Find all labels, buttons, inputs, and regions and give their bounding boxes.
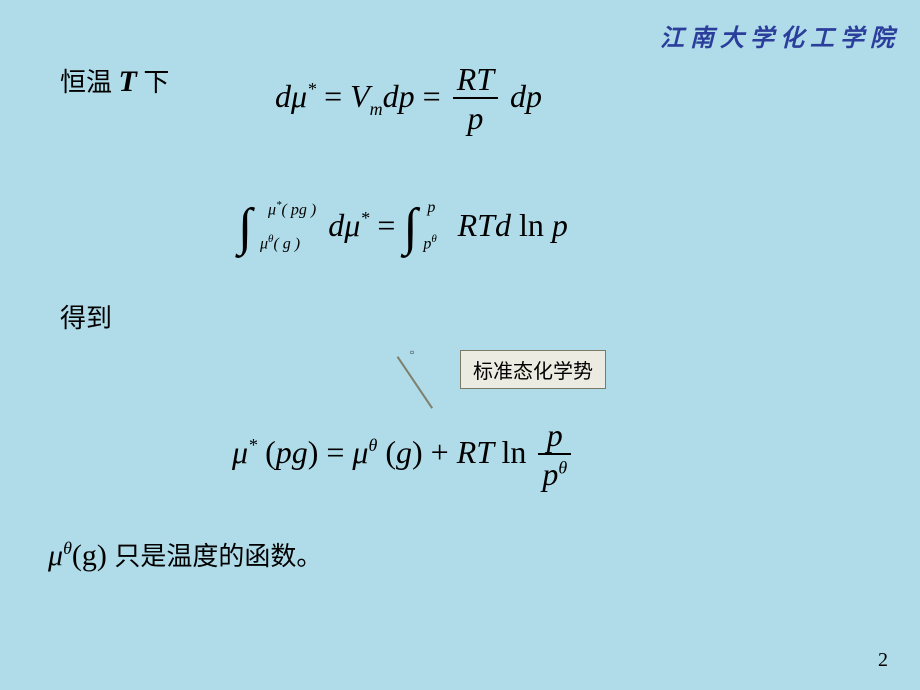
line3-mu: μ — [48, 539, 63, 572]
line1-post: 下 — [143, 68, 169, 97]
eq1-dp2: dp — [510, 78, 542, 114]
institution-logo: 江南大学化工学院 — [660, 18, 900, 53]
callout-label: 标准态化学势 — [473, 361, 593, 383]
eq2-int1-lower: μθ( g ) — [260, 233, 300, 253]
eq1-T: T — [476, 61, 494, 97]
eq2-star: * — [360, 208, 369, 228]
line3-theta: θ — [63, 538, 72, 558]
eq1-R: R — [457, 61, 477, 97]
equation-2: ∫ μ*( pg ) μθ( g ) dμ* = ∫ p pθ RTd ln p — [238, 205, 568, 252]
callout-anchor: ▫ — [410, 345, 414, 360]
eq3-eq: = — [326, 434, 352, 470]
eq1-dp: dp — [383, 78, 415, 114]
line1-text: 恒温 T 下 — [60, 62, 169, 99]
page-number: 2 — [878, 649, 888, 672]
eq1-eq2: = — [423, 78, 449, 114]
eq3-lp2: ( — [385, 434, 396, 470]
eq3-th-den: θ — [558, 458, 567, 478]
eq2-eq: = — [377, 207, 403, 243]
eq1-p: p — [467, 100, 483, 136]
line1-pre: 恒温 — [60, 68, 112, 97]
eq2-lo2-th: θ — [431, 233, 436, 245]
eq1-mu: μ — [291, 78, 307, 114]
eq2-up-pg: ( pg ) — [282, 201, 317, 218]
line3-text: μθ(g) 只是温度的函数。 — [48, 536, 322, 573]
line3-g: (g) — [72, 539, 107, 572]
eq1-V: V — [350, 78, 370, 114]
eq3-rp2: ) — [412, 434, 423, 470]
callout-box: 标准态化学势 — [460, 350, 606, 389]
eq1-frac: RT p — [453, 62, 498, 138]
eq2-RTd: RTd — [458, 207, 511, 243]
callout-connector — [397, 356, 433, 409]
eq3-lp1: ( — [265, 434, 276, 470]
eq3-plus: + — [431, 434, 457, 470]
eq1-m: m — [370, 99, 383, 119]
eq2-int2-lower: pθ — [423, 233, 436, 253]
eq3-p-num: p — [547, 417, 563, 453]
eq2-int1-wrap: ∫ μ*( pg ) μθ( g ) — [238, 205, 252, 252]
line3-rest: 只是温度的函数。 — [114, 542, 322, 571]
equation-3: μ* (pg) = μθ (g) + RT ln p pθ — [232, 418, 575, 494]
eq3-theta: θ — [368, 435, 377, 455]
eq2-int2-wrap: ∫ p pθ — [403, 205, 417, 252]
eq3-mu1: μ — [232, 434, 248, 470]
equation-1: dμ* = Vmdp = RT p dp — [275, 62, 542, 138]
eq2-up2-p: p — [427, 199, 435, 216]
eq3-ln: ln — [501, 434, 534, 470]
eq3-pg: pg — [276, 434, 308, 470]
eq2-ln: ln — [519, 207, 552, 243]
eq2-int1-upper: μ*( pg ) — [268, 199, 316, 219]
line1-T: T — [119, 65, 137, 98]
eq3-rp1: ) — [308, 434, 319, 470]
eq3-p-den: p — [542, 456, 558, 492]
eq1-d: d — [275, 78, 291, 114]
eq1-eq1: = — [324, 78, 350, 114]
eq3-frac: p pθ — [538, 418, 571, 494]
eq2-int2: ∫ — [403, 205, 417, 252]
eq3-RT: RT — [457, 434, 494, 470]
eq2-lo-mu: μ — [260, 236, 268, 253]
eq3-g: g — [396, 434, 412, 470]
eq1-star: * — [307, 79, 316, 99]
eq2-int2-upper: p — [427, 199, 435, 217]
eq2-d: d — [328, 207, 344, 243]
eq3-mu2: μ — [352, 434, 368, 470]
eq2-up-mu: μ — [268, 201, 276, 218]
eq3-star: * — [248, 435, 257, 455]
eq2-int1: ∫ — [238, 205, 252, 252]
eq2-lo-g: ( g ) — [273, 236, 300, 253]
eq2-p: p — [552, 207, 568, 243]
eq2-mu: μ — [344, 207, 360, 243]
line2-text: 得到 — [60, 298, 112, 335]
